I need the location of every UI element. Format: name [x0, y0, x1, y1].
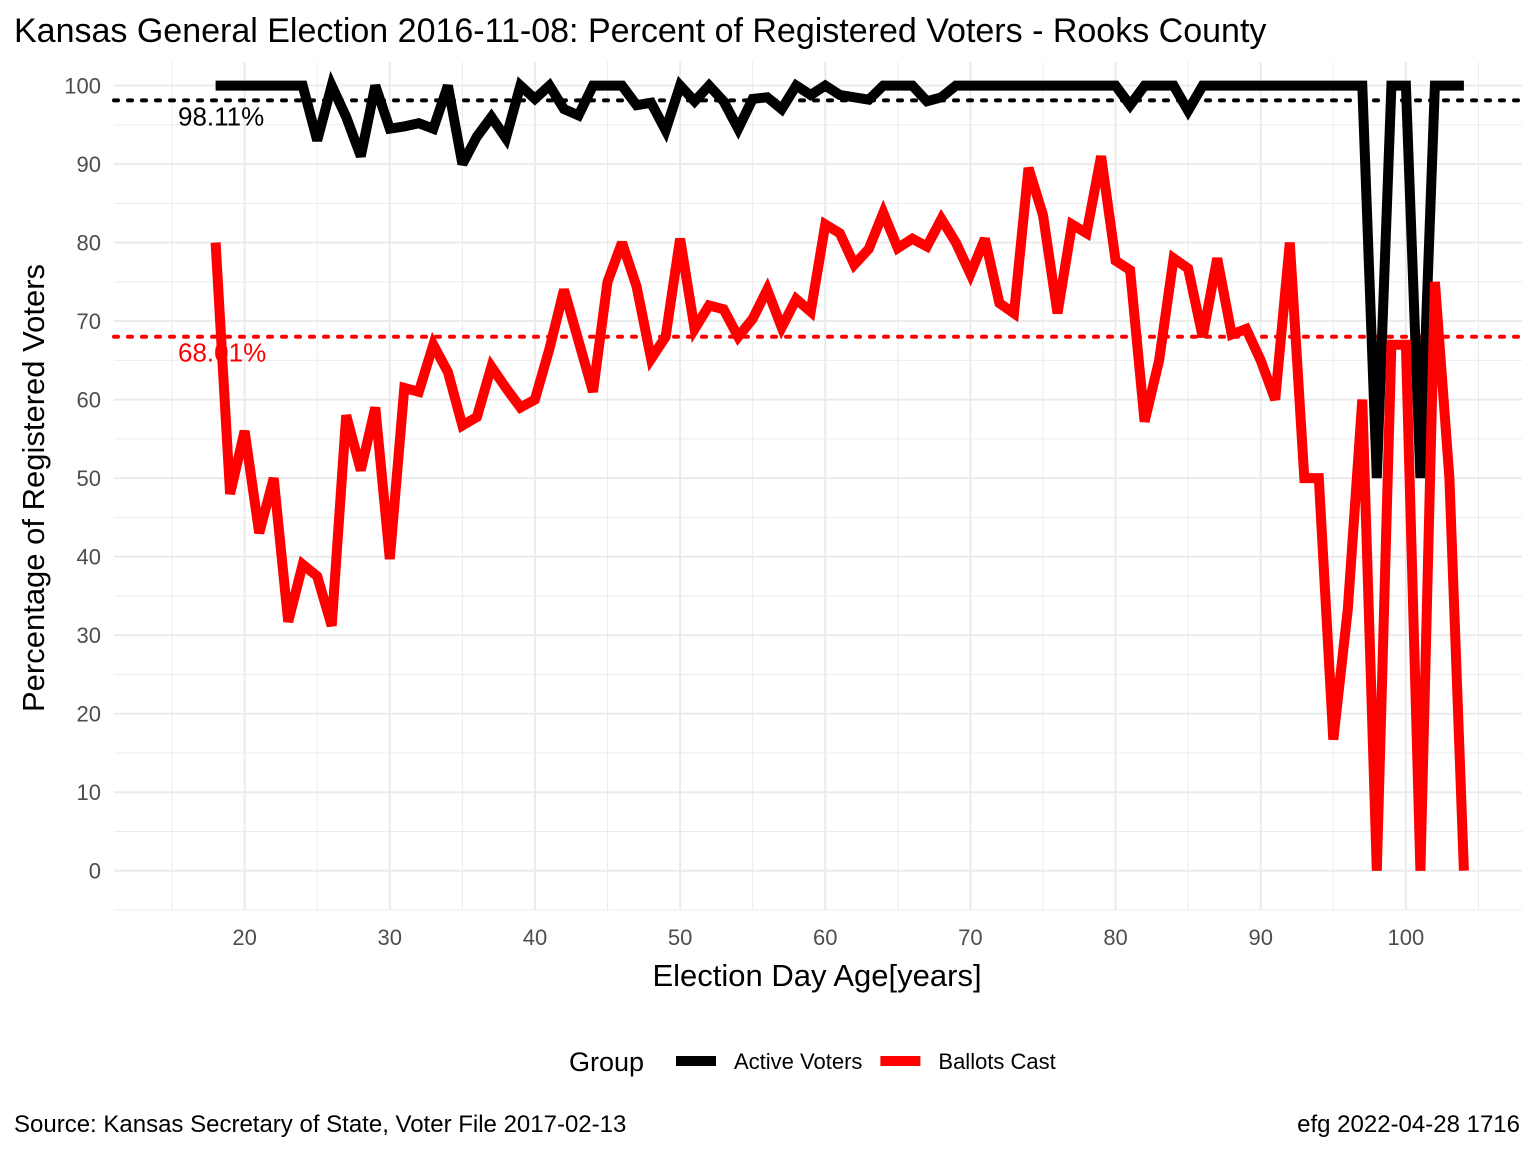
y-tick-label: 90: [77, 152, 101, 177]
axis-ticks: 20 30 40 50 60 70 80 90 100 0 10 20 30 40 50 60 70 80 90 10…: [64, 74, 1424, 950]
reference-line-label: 98.11%: [178, 101, 264, 131]
y-tick-label: 70: [77, 309, 101, 334]
legend: Group Active Voters Ballots Cast: [569, 1047, 1056, 1077]
legend-title: Group: [569, 1047, 644, 1077]
y-tick-label: 60: [77, 388, 101, 413]
legend-label: Active Voters: [734, 1049, 862, 1074]
x-axis-title: Election Day Age[years]: [652, 958, 981, 993]
y-tick-label: 0: [89, 859, 101, 884]
y-axis-title: Percentage of Registered Voters: [16, 264, 51, 712]
series-line-ballots-cast: [210, 155, 1469, 871]
reference-line-label: 68.01%: [178, 338, 266, 368]
y-tick-label: 20: [77, 702, 101, 727]
x-tick-label: 60: [813, 925, 837, 950]
x-tick-label: 20: [232, 925, 256, 950]
x-tick-label: 50: [668, 925, 692, 950]
x-tick-label: 80: [1103, 925, 1127, 950]
caption-credit: efg 2022-04-28 1716: [1297, 1111, 1520, 1138]
y-tick-label: 100: [64, 74, 101, 99]
x-tick-label: 30: [378, 925, 402, 950]
x-tick-label: 40: [523, 925, 547, 950]
y-tick-label: 30: [77, 623, 101, 648]
y-tick-label: 50: [77, 466, 101, 491]
legend-label: Ballots Cast: [938, 1049, 1055, 1074]
y-tick-label: 10: [77, 780, 101, 805]
chart-title: Kansas General Election 2016-11-08: Perc…: [14, 12, 1266, 50]
x-tick-label: 70: [958, 925, 982, 950]
reference-lines: [112, 98, 1524, 339]
y-tick-label: 40: [77, 545, 101, 570]
y-tick-label: 80: [77, 231, 101, 256]
x-tick-label: 100: [1388, 925, 1425, 950]
series-lines: 98.11% 68.01%: [178, 70, 1469, 871]
x-tick-label: 90: [1248, 925, 1272, 950]
grid: [114, 62, 1522, 911]
caption-source: Source: Kansas Secretary of State, Voter…: [14, 1111, 626, 1138]
series-line-active-voters: [215, 70, 1464, 479]
